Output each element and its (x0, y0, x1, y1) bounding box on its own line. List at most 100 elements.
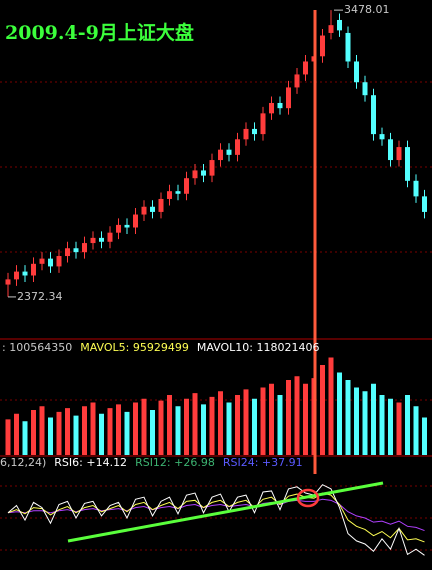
candle-body (158, 198, 164, 212)
candle-body (90, 237, 96, 244)
volume-bar (48, 417, 53, 455)
candle-body (362, 82, 368, 96)
volume-legend-item: MAVOL10: 118021406 (197, 341, 320, 354)
candle-body (150, 206, 155, 212)
volume-bar (362, 391, 368, 455)
volume-bar (158, 400, 164, 455)
volume-bar (209, 396, 215, 455)
volume-bar (235, 395, 240, 455)
low-label: 2372.34 (17, 290, 63, 303)
volume-bar (56, 411, 62, 455)
trend-line (67, 481, 384, 543)
volume-bar (294, 376, 300, 455)
candle-body (124, 224, 130, 228)
candle-body (14, 271, 19, 280)
volume-bar (252, 398, 257, 455)
candle-body (345, 32, 351, 62)
volume-bar (243, 389, 249, 455)
volume-bar (201, 404, 206, 455)
volume-bar (303, 383, 308, 455)
volume-bar (167, 395, 172, 455)
candle-body (260, 113, 266, 135)
volume-bar (192, 393, 198, 455)
candle-body (56, 256, 62, 267)
high-label: 3478.01 (344, 3, 390, 16)
volume-legend: : 100564350 MAVOL5: 95929499 MAVOL10: 1180… (2, 341, 319, 354)
chart-title: 2009.4-9月上证大盘 (5, 21, 194, 44)
candle-body (337, 19, 342, 31)
rsi-legend: 6,12,24) RSI6: +14.12 RSI12: +26.98 RSI24: … (0, 456, 303, 469)
candle-body (192, 170, 198, 179)
volume-bar (65, 408, 70, 455)
candle-body (218, 149, 223, 161)
candle-body (167, 191, 172, 199)
volume-bar (133, 402, 138, 455)
candle-body (422, 196, 427, 212)
candle-body (286, 87, 291, 109)
volume-bars (5, 357, 427, 455)
volume-bar (277, 395, 283, 455)
candle-body (65, 248, 70, 257)
volume-legend-item: : 100564350 (2, 341, 72, 354)
volume-bar (107, 408, 113, 455)
candle-body (294, 74, 300, 88)
rsi-legend-item: RSI6: +14.12 (54, 456, 127, 469)
candle-body (371, 95, 376, 135)
volume-bar (31, 410, 36, 455)
volume-bar (328, 357, 334, 455)
volume-bar (345, 380, 351, 455)
candle-body (413, 180, 419, 197)
candle-body (201, 170, 206, 176)
volume-bar (141, 398, 147, 455)
volume-bar (405, 395, 410, 455)
volume-bar (388, 398, 393, 455)
rsi-line (7, 492, 425, 543)
volume-bar (269, 383, 274, 455)
volume-bar (218, 391, 223, 455)
candle-body (328, 25, 334, 33)
volume-bar (320, 365, 325, 455)
rsi-legend-item: RSI24: +37.91 (223, 456, 303, 469)
volume-bar (150, 410, 155, 455)
volume-bar (371, 383, 376, 455)
volume-bar (39, 406, 45, 455)
candle-body (320, 35, 325, 57)
candle-body (396, 147, 402, 161)
candle-body (73, 248, 79, 253)
candle-body (184, 178, 189, 194)
candle-body (252, 128, 257, 135)
candle-body (22, 271, 28, 276)
highlight-circle (296, 488, 320, 508)
volume-bar (5, 419, 11, 455)
rsi-lines (7, 484, 425, 556)
rsi-line (7, 484, 425, 556)
volume-bar (22, 421, 28, 455)
candle-body (82, 243, 87, 253)
volume-bar (337, 372, 342, 455)
candle-body (175, 191, 181, 194)
candle-body (243, 128, 249, 140)
volume-bar (14, 413, 19, 455)
candle-body (226, 149, 232, 155)
volume-bar (422, 417, 427, 455)
volume-bar (379, 395, 385, 455)
volume-bar (226, 402, 232, 455)
volume-bar (90, 402, 96, 455)
candle-body (133, 214, 138, 228)
volume-bar (99, 413, 104, 455)
volume-legend-item: MAVOL5: 95929499 (80, 341, 189, 354)
candle-body (39, 258, 45, 264)
volume-bar (73, 415, 79, 455)
volume-bar (116, 404, 121, 455)
candle-body (209, 160, 215, 176)
volume-bar (124, 411, 130, 455)
candle-body (277, 102, 283, 109)
volume-bar (184, 398, 189, 455)
volume-bar (175, 406, 181, 455)
volume-bar (396, 402, 402, 455)
volume-bar (260, 387, 266, 455)
candle-body (107, 232, 113, 242)
